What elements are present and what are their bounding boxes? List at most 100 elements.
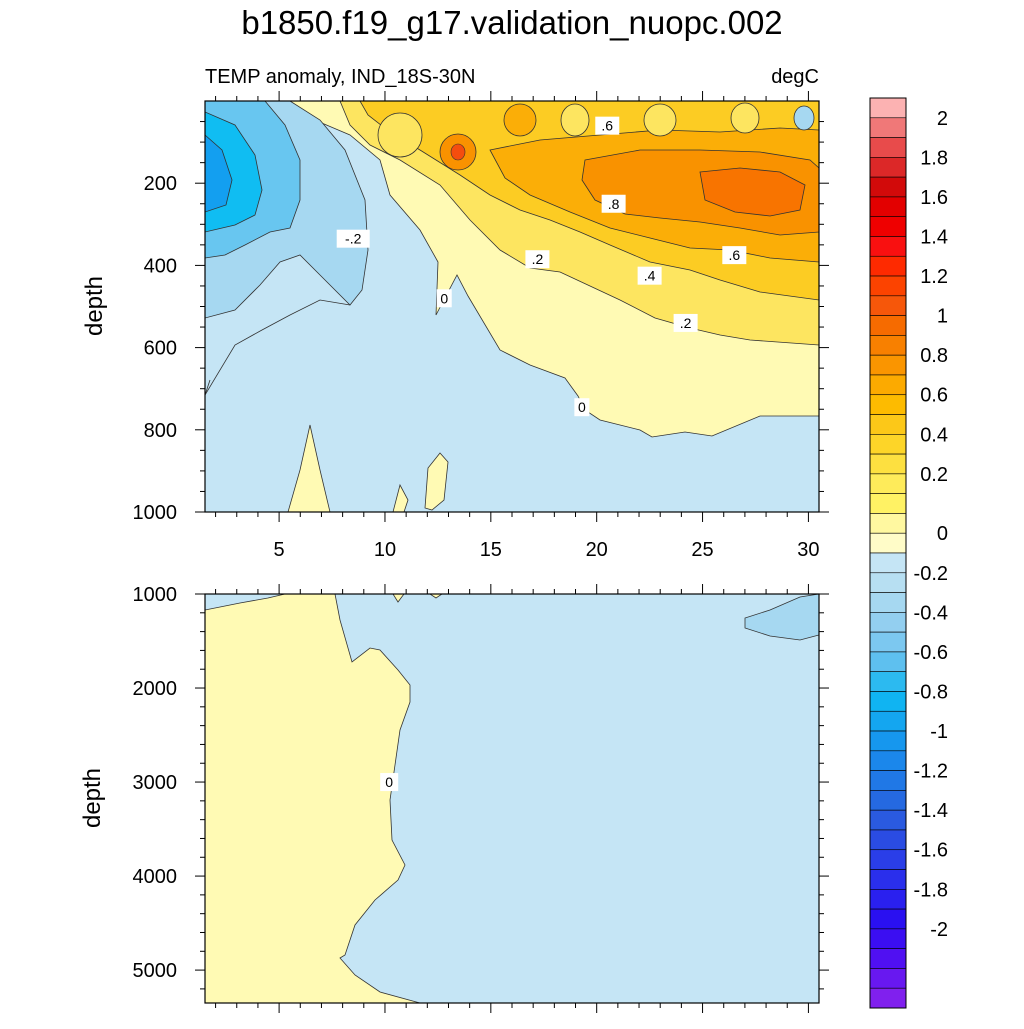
upper-blob-pos-b	[392, 483, 409, 512]
contour-label-box	[722, 246, 747, 265]
units-string: degC	[771, 66, 819, 88]
colorbar-box	[869, 255, 907, 277]
lower-y-axis-label: depth	[79, 768, 106, 828]
colorbar-box	[869, 790, 907, 811]
upper-panel: 5 10 15 20 25 30 200 400 600 800 1000 .6 .8 -.2 .2 .6.…	[81, 91, 829, 561]
colorbar-label: 1.8	[920, 147, 948, 169]
colorbar-box	[869, 612, 907, 633]
colorbar-box	[869, 552, 907, 574]
colorbar-box	[869, 908, 907, 930]
colorbar-label: 0.2	[920, 464, 948, 486]
colorbar-box	[869, 137, 907, 158]
upper-bubble-c	[450, 143, 466, 161]
colorbar-label: 2	[937, 108, 948, 130]
contour-label: .6	[601, 118, 613, 134]
upper-bubble-a	[377, 112, 423, 158]
colorbar-box	[869, 829, 907, 851]
colorbar-box	[869, 889, 907, 910]
lower-region-pos-0	[205, 594, 421, 1003]
contour-label: 0	[578, 399, 586, 415]
contour-label-box	[637, 266, 662, 285]
colorbar-label: -1.8	[914, 879, 948, 901]
colorbar-label: 1.6	[920, 187, 948, 209]
colorbar-box	[869, 592, 907, 613]
colorbar-box	[869, 849, 907, 870]
upper-region-neg-08	[205, 134, 233, 213]
colorbar-box	[869, 354, 907, 376]
upper-region-pos-1	[699, 167, 806, 217]
colorbar-label: 1.4	[920, 226, 948, 248]
colorbar-box	[869, 473, 907, 494]
upper-contour-labels: .6 .8 -.2 .2 .6 .4 0 .2 0	[336, 116, 747, 417]
colorbar-label: 0	[937, 523, 948, 545]
colorbar-label: -1.4	[914, 800, 948, 822]
contour-label: .6	[728, 247, 740, 263]
colorbar-box	[869, 948, 907, 969]
upper-bubble-e	[560, 103, 590, 137]
lower-y-tick-label: 4000	[133, 866, 178, 888]
contour-label-box	[601, 194, 626, 213]
upper-x-tick-label: 20	[586, 539, 608, 561]
upper-y-tick-label: 200	[144, 173, 177, 195]
contour-label-box	[673, 313, 698, 332]
upper-y-tick-label: 400	[144, 255, 177, 277]
lower-blob-pos-a	[392, 594, 405, 603]
colorbar-box	[869, 414, 907, 435]
upper-y-tick-label: 1000	[133, 502, 178, 524]
upper-x-tick-label: 10	[374, 539, 396, 561]
upper-bubble-g	[730, 102, 760, 134]
contour-label-box	[595, 116, 620, 135]
colorbar-box	[869, 809, 907, 831]
figure-title: b1850.f19_g17.validation_nuopc.002	[241, 4, 782, 41]
lower-contour-labels: 0	[380, 773, 399, 792]
upper-blob-pos-a	[287, 424, 331, 512]
contour-label: 0	[440, 290, 448, 306]
upper-contour-neg-02-line	[205, 299, 351, 396]
colorbar-box	[869, 315, 907, 336]
contour-label: .8	[608, 196, 620, 212]
colorbar-label: -0.2	[914, 563, 948, 585]
upper-x-tick-label: 25	[691, 539, 713, 561]
colorbar-label: -1.2	[914, 761, 948, 783]
colorbar-box	[869, 335, 907, 356]
colorbar-label: -1	[930, 721, 948, 743]
colorbar-frame	[869, 97, 907, 1009]
colorbar-box	[869, 453, 907, 475]
colorbar-box	[869, 196, 907, 217]
upper-x-tick-label: 15	[480, 539, 502, 561]
upper-y-tick-label: 800	[144, 420, 177, 442]
colorbar-box	[869, 928, 907, 949]
contour-label: .4	[644, 268, 656, 284]
lower-y-tick-label: 3000	[133, 772, 178, 794]
contour-label-box	[336, 229, 370, 248]
lower-y-tick-label: 2000	[133, 678, 178, 700]
contour-label-box	[436, 289, 452, 308]
colorbar-box	[869, 572, 907, 593]
colorbar-box	[869, 710, 907, 732]
colorbar-box	[869, 157, 907, 178]
lower-blob-pos-b	[429, 594, 443, 599]
colorbar-box	[869, 434, 907, 455]
upper-bubble-f	[643, 103, 677, 137]
colorbar-box	[869, 117, 907, 138]
lower-panel: 1000 2000 3000 4000 5000 0 depth	[79, 584, 829, 1013]
colorbar-box	[869, 216, 907, 237]
colorbar-box	[869, 651, 907, 672]
colorbar-box	[869, 394, 907, 415]
upper-blob-pos-c	[424, 452, 449, 511]
colorbar-label: -1.6	[914, 840, 948, 862]
colorbar-box	[869, 97, 907, 119]
colorbar-box	[869, 730, 907, 752]
colorbar-label: 1	[937, 306, 948, 328]
lower-y-tick-label: 5000	[133, 960, 178, 982]
colorbar-box	[869, 493, 907, 514]
upper-y-tick-label: 600	[144, 338, 177, 360]
colorbar-box	[869, 631, 907, 653]
upper-bubble-h	[793, 105, 815, 131]
colorbar-box	[869, 671, 907, 692]
upper-x-tick-label: 5	[274, 539, 285, 561]
colorbar-box	[869, 236, 907, 257]
colorbar: 2 1.8 1.6 1.4 1.2 1 0.8 0.6 0.4 0.2 0 -0.2 -0.4 -0.6 -…	[869, 97, 948, 1009]
colorbar-box	[869, 374, 907, 396]
